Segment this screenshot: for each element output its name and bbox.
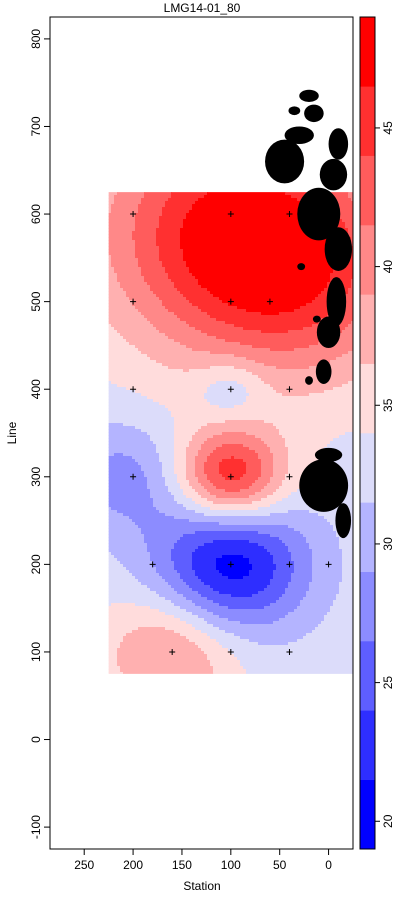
- land-patch: [305, 376, 313, 385]
- station-marker: [266, 298, 273, 305]
- x-axis-label: Station: [183, 879, 220, 893]
- station-marker: [227, 298, 234, 305]
- land-patch: [297, 187, 341, 241]
- colorbar-tick-label: 20: [381, 814, 395, 828]
- land-patch: [297, 263, 306, 271]
- colorbar-swatch: [360, 155, 375, 226]
- station-marker: [149, 561, 156, 568]
- colorbar-swatch: [360, 363, 375, 434]
- y-tick-label: 800: [29, 29, 43, 49]
- coastline-land: [265, 89, 353, 539]
- station-marker: [227, 473, 234, 480]
- y-tick-label: -100: [29, 815, 43, 839]
- y-axis-label: Line: [5, 421, 19, 444]
- colorbar-swatch: [360, 571, 375, 642]
- station-marker: [130, 298, 137, 305]
- colorbar-swatch: [360, 225, 375, 295]
- colorbar: 20 25 30 35 40 45: [359, 16, 395, 850]
- station-marker: [286, 211, 293, 218]
- y-axis: -100 0 100 200 300 400 500 600 700 800: [29, 29, 50, 839]
- land-patch: [304, 104, 324, 123]
- station-marker: [286, 561, 293, 568]
- land-patch: [265, 139, 305, 184]
- x-axis: 250 200 150 100 50 0: [74, 849, 332, 872]
- colorbar-swatch: [360, 779, 375, 850]
- colorbar-tick-label: 40: [381, 260, 395, 274]
- colorbar-tick-label: 30: [381, 537, 395, 551]
- colorbar-tick-label: 25: [381, 676, 395, 690]
- x-tick-label: 200: [123, 858, 143, 872]
- y-tick-label: 600: [29, 204, 43, 224]
- land-patch: [314, 447, 343, 462]
- contour-fill: [108, 192, 353, 674]
- colorbar-frame: [359, 16, 376, 850]
- station-marker: [286, 648, 293, 655]
- colorbar-swatch: [360, 17, 375, 87]
- plot-frame: [49, 16, 354, 850]
- colorbar-swatch: [360, 641, 375, 711]
- y-tick-label: 400: [29, 379, 43, 399]
- y-tick-label: 0: [29, 736, 43, 743]
- colorbar-swatch: [360, 86, 375, 156]
- station-marker: [169, 648, 176, 655]
- land-patch: [328, 128, 349, 160]
- chart-title: LMG14-01_80: [164, 1, 241, 15]
- x-tick-label: 250: [74, 858, 94, 872]
- station-markers: [130, 211, 332, 655]
- colorbar-swatch: [360, 433, 375, 503]
- station-marker: [227, 648, 234, 655]
- station-marker: [130, 473, 137, 480]
- station-marker: [227, 386, 234, 393]
- y-tick-label: 500: [29, 291, 43, 311]
- land-patch: [335, 503, 352, 539]
- x-tick-label: 50: [273, 858, 287, 872]
- land-patch: [312, 315, 321, 323]
- y-tick-label: 300: [29, 466, 43, 486]
- station-marker: [227, 211, 234, 218]
- station-marker: [286, 386, 293, 393]
- colorbar-swatch: [360, 294, 375, 364]
- land-patch: [299, 459, 349, 512]
- x-tick-label: 100: [221, 858, 241, 872]
- land-patch: [284, 126, 314, 144]
- land-patch: [326, 277, 347, 327]
- station-marker: [286, 473, 293, 480]
- station-marker: [227, 561, 234, 568]
- land-patch: [299, 89, 319, 102]
- colorbar-swatch: [360, 710, 375, 780]
- land-patch: [319, 158, 348, 191]
- station-marker: [130, 386, 137, 393]
- y-tick-label: 100: [29, 642, 43, 662]
- colorbar-swatch: [360, 502, 375, 572]
- station-marker: [325, 561, 332, 568]
- land-patch: [288, 106, 301, 116]
- land-patch: [316, 316, 341, 349]
- land-patch: [315, 359, 332, 384]
- y-tick-label: 700: [29, 116, 43, 136]
- x-tick-label: 0: [325, 858, 332, 872]
- colorbar-tick-label: 45: [381, 121, 395, 135]
- colorbar-tick-label: 35: [381, 398, 395, 412]
- land-patch: [324, 227, 353, 271]
- y-tick-label: 200: [29, 554, 43, 574]
- x-tick-label: 150: [172, 858, 192, 872]
- station-marker: [130, 211, 137, 218]
